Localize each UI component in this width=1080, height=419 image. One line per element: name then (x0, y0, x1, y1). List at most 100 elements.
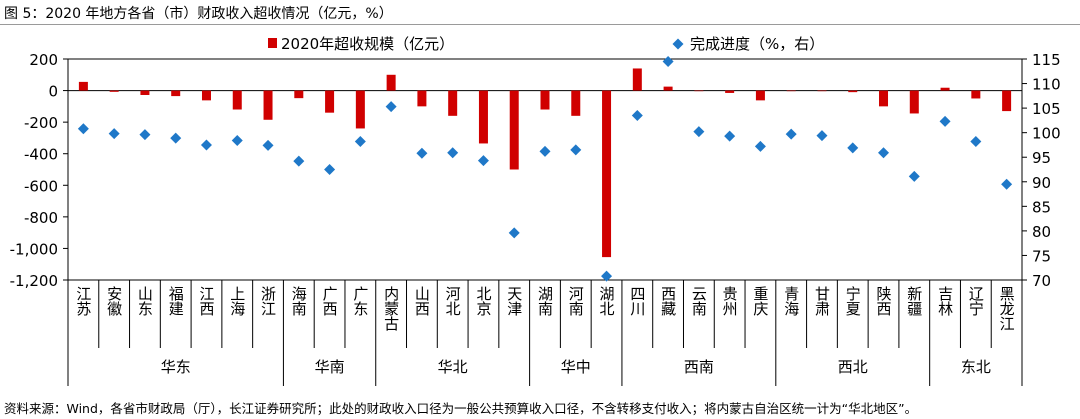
bar-吉林 (940, 87, 950, 91)
group-label: 东北 (961, 358, 991, 376)
progress-point-吉林 (939, 115, 951, 127)
category-label: 山东 (136, 286, 154, 316)
right-axis-tick-label: 100 (1032, 125, 1061, 143)
progress-point-甘肃 (816, 130, 828, 142)
progress-point-安徽 (108, 128, 120, 140)
left-axis-tick-label: 0 (48, 83, 58, 101)
right-axis-tick-label: 80 (1032, 223, 1051, 241)
category-label: 黑龙江 (998, 286, 1016, 331)
bar-福建 (171, 90, 181, 97)
right-axis-tick-label: 90 (1032, 174, 1051, 192)
progress-point-西藏 (662, 55, 674, 67)
category-label: 河南 (567, 286, 585, 316)
left-axis-tick-label: -1,000 (10, 240, 58, 258)
progress-point-湖北 (601, 270, 613, 282)
bar-重庆 (755, 90, 765, 101)
right-axis-tick-label: 110 (1032, 76, 1061, 94)
progress-point-黑龙江 (1001, 178, 1013, 190)
bar-江西 (201, 90, 211, 101)
left-axis-tick-label: -800 (24, 209, 58, 227)
category-label: 青海 (782, 286, 800, 316)
bar-海南 (294, 90, 304, 99)
bar-浙江 (263, 90, 273, 120)
category-label: 山西 (413, 286, 431, 316)
progress-point-山西 (416, 147, 428, 159)
bar-广西 (325, 90, 335, 113)
category-label: 天津 (505, 286, 523, 316)
category-label: 重庆 (751, 286, 769, 316)
category-label: 广西 (321, 286, 339, 316)
progress-point-北京 (477, 155, 489, 167)
progress-point-四川 (631, 109, 643, 121)
bar-湖北 (602, 90, 612, 258)
category-label: 云南 (690, 286, 708, 316)
bar-陕西 (879, 90, 889, 107)
progress-point-江西 (200, 139, 212, 151)
category-label: 北京 (474, 286, 492, 317)
progress-point-内蒙古 (385, 101, 397, 113)
bar-山西 (417, 90, 427, 107)
category-label: 上海 (228, 286, 246, 316)
plot-frame (67, 58, 1023, 281)
legend-point-swatch (672, 38, 684, 50)
bar-河北 (448, 90, 458, 116)
category-label: 贵州 (721, 286, 739, 316)
group-label: 华北 (438, 358, 468, 376)
bar-内蒙古 (386, 74, 396, 91)
bar-青海 (786, 90, 796, 92)
legend-point-label: 完成进度（%，右） (690, 35, 824, 53)
category-label: 宁夏 (844, 286, 862, 316)
right-axis-tick-label: 95 (1032, 149, 1051, 167)
bar-贵州 (725, 90, 735, 93)
category-label: 内蒙古 (382, 286, 400, 331)
group-label: 华中 (561, 358, 591, 376)
bar-四川 (632, 68, 642, 91)
right-axis-tick-label: 75 (1032, 247, 1051, 265)
legend-bar-swatch (268, 38, 277, 48)
progress-point-新疆 (908, 170, 920, 182)
progress-point-重庆 (754, 140, 766, 152)
progress-point-山东 (139, 129, 151, 141)
progress-point-陕西 (878, 147, 890, 159)
category-label: 浙江 (259, 286, 277, 316)
left-axis-tick-label: 200 (29, 51, 58, 69)
progress-point-辽宁 (970, 136, 982, 148)
bar-湖南 (540, 90, 550, 110)
category-label: 湖北 (598, 286, 616, 316)
figure-title: 图 5：2020 年地方各省（市）财政收入超收情况（亿元，%） (4, 6, 393, 22)
progress-point-广西 (324, 164, 336, 175)
bar-安徽 (109, 90, 119, 92)
progress-point-海南 (293, 155, 305, 167)
progress-point-河北 (447, 147, 459, 159)
left-axis-tick-label: -1,200 (10, 272, 58, 290)
left-axis-tick-label: -200 (24, 114, 58, 132)
title-divider (0, 24, 1080, 25)
bar-江苏 (78, 81, 88, 91)
bar-广东 (355, 90, 365, 129)
category-label: 陕西 (875, 286, 893, 316)
progress-point-贵州 (724, 130, 736, 142)
bar-云南 (694, 90, 704, 92)
bar-辽宁 (971, 90, 981, 99)
category-label: 河北 (444, 286, 462, 316)
bar-新疆 (909, 90, 919, 114)
group-label: 华南 (315, 358, 345, 376)
progress-point-浙江 (262, 139, 274, 151)
progress-point-青海 (785, 128, 797, 140)
right-axis-tick-label: 70 (1032, 272, 1051, 290)
bar-上海 (232, 90, 242, 110)
right-axis-tick-label: 85 (1032, 198, 1051, 216)
progress-point-宁夏 (847, 142, 859, 154)
progress-point-湖南 (539, 145, 551, 157)
left-axis-tick-label: -600 (24, 177, 58, 195)
right-axis-tick-label: 115 (1032, 51, 1061, 69)
group-label: 西南 (684, 358, 714, 376)
progress-point-河南 (570, 144, 582, 156)
progress-point-广东 (354, 136, 366, 148)
category-label: 西藏 (659, 286, 677, 317)
legend-bar-label: 2020年超收规模（亿元） (281, 35, 454, 53)
category-label: 四川 (628, 286, 646, 316)
bar-山东 (140, 90, 150, 95)
left-axis-tick-label: -400 (24, 146, 58, 164)
